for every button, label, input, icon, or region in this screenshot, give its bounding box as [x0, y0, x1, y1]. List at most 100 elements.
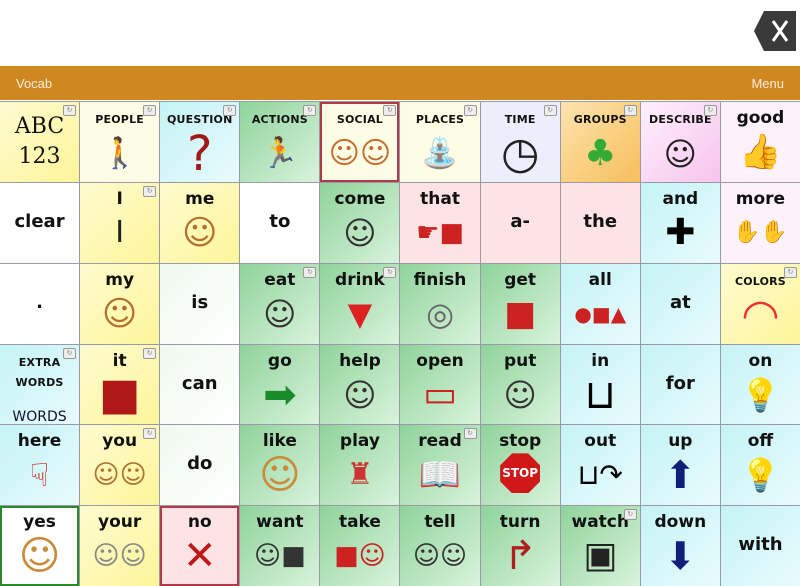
cell-get[interactable]: get ■: [480, 263, 560, 344]
cell-put[interactable]: put ☺: [480, 344, 560, 425]
cell-label: drink: [335, 269, 385, 290]
cell-up[interactable]: up ⬆: [640, 425, 720, 506]
rainbow-icon: ◠: [741, 289, 780, 341]
cell-actions[interactable]: ACTIONS 🏃 ↻: [240, 102, 320, 182]
cell-for[interactable]: for: [640, 344, 720, 425]
cell-no[interactable]: no ✕: [160, 506, 240, 586]
cell-label: on: [748, 350, 773, 371]
cell-go[interactable]: go ➡: [240, 344, 320, 425]
cell-here[interactable]: here ☟: [0, 425, 80, 506]
cell-your[interactable]: your ☺☺: [80, 506, 160, 586]
cell-you[interactable]: you ☺☺ ↻: [80, 425, 160, 506]
cell-turn[interactable]: turn ↱: [480, 506, 560, 586]
cell-do[interactable]: do: [160, 425, 240, 506]
cell-time[interactable]: TIME ◷ ↻: [480, 102, 560, 182]
cell-on[interactable]: on 💡: [720, 344, 800, 425]
grab-box-icon: ■: [504, 293, 537, 334]
cell-social[interactable]: SOCIAL ☺☺ ↻: [320, 102, 400, 182]
point-you-icon: ☺☺: [92, 460, 147, 491]
question-mark-icon: ?: [187, 126, 213, 182]
message-bar[interactable]: [0, 0, 800, 65]
park-bench-icon: ⛲: [421, 136, 459, 171]
cell-out[interactable]: out ⊔↷: [560, 425, 640, 506]
cell-come[interactable]: come ☺: [320, 182, 400, 263]
cell-read[interactable]: read 📖 ↻: [400, 425, 480, 506]
person-put-icon: ☺: [503, 375, 537, 414]
cell-label: QUESTION: [167, 113, 233, 126]
cell-and[interactable]: and ✚: [640, 182, 720, 263]
cell-label: SOCIAL: [336, 113, 384, 126]
folder-link-icon: ↻: [143, 185, 157, 197]
cell-label: get: [504, 269, 537, 290]
folder-link-icon: ↻: [623, 509, 637, 521]
cell-abc-123[interactable]: ABC 123 ↻: [0, 102, 80, 182]
cell-take[interactable]: take ■☺: [320, 506, 400, 586]
cell-label: up: [668, 431, 693, 452]
cell-colors[interactable]: COLORS ◠ ↻: [720, 263, 800, 344]
cell-label: off: [747, 431, 774, 452]
cell-is[interactable]: is: [160, 263, 240, 344]
out-box-icon: ⊔↷: [577, 458, 623, 492]
cell-label: it: [112, 350, 127, 371]
cell-period[interactable]: .: [0, 263, 80, 344]
cell-label: ACTIONS: [251, 113, 308, 126]
cell-my[interactable]: my ☺: [80, 263, 160, 344]
cell-that[interactable]: that ☛■: [400, 182, 480, 263]
cell-help[interactable]: help ☺: [320, 344, 400, 425]
cell-want[interactable]: want ☺■: [240, 506, 320, 586]
cell-label: you: [102, 431, 138, 452]
cell-to[interactable]: to: [240, 182, 320, 263]
cell-extra-words[interactable]: EXTRA WORDS WORDS ↻: [0, 344, 80, 425]
cell-open[interactable]: open ▭: [400, 344, 480, 425]
cell-watch[interactable]: watch ▣ ↻: [560, 506, 640, 586]
cell-tell[interactable]: tell ☺☺: [400, 506, 480, 586]
cell-the[interactable]: the: [560, 182, 640, 263]
play-toys-icon: ♜: [346, 457, 374, 493]
cell-stop[interactable]: stop STOP: [480, 425, 560, 506]
cell-more[interactable]: more ✋✋: [720, 182, 800, 263]
cell-at[interactable]: at: [640, 263, 720, 344]
cell-question[interactable]: QUESTION? ↻: [160, 102, 240, 182]
folder-link-icon: ↻: [63, 347, 77, 359]
cell-in[interactable]: in ⊔: [560, 344, 640, 425]
hands-more-icon: ✋✋: [733, 219, 788, 245]
abc-123-icon: ABC 123: [14, 114, 65, 169]
cell-it[interactable]: it ■ ↻: [80, 344, 160, 425]
cell-label: down: [654, 512, 707, 533]
smiley-icon: ☺: [258, 452, 301, 499]
cell-yes[interactable]: yes ☺: [0, 506, 80, 586]
cell-label: take: [338, 512, 381, 533]
cell-eat[interactable]: eat ☺ ↻: [240, 263, 320, 344]
cell-label: no: [187, 512, 212, 533]
cell-label: GROUPS: [573, 113, 627, 126]
cell-drink[interactable]: drink ▼ ↻: [320, 263, 400, 344]
menu-button[interactable]: Menu: [751, 76, 784, 91]
backspace-x-icon[interactable]: [754, 9, 798, 53]
cell-places[interactable]: PLACES ⛲ ↻: [400, 102, 480, 182]
cell-clear[interactable]: clear: [0, 182, 80, 263]
cell-with[interactable]: with: [720, 506, 800, 586]
cell-down[interactable]: down ⬇: [640, 506, 720, 586]
cell-off[interactable]: off 💡: [720, 425, 800, 506]
cell-people[interactable]: PEOPLE 🚶 ↻: [80, 102, 160, 182]
cell-finish[interactable]: finish ◎: [400, 263, 480, 344]
cell-i[interactable]: I I ↻: [80, 182, 160, 263]
cell-like[interactable]: like ☺: [240, 425, 320, 506]
cell-label: for: [665, 372, 695, 394]
cell-good[interactable]: good 👍: [720, 102, 800, 182]
cell-me[interactable]: me ☺: [160, 182, 240, 263]
person-help-icon: ☺: [343, 375, 377, 414]
cell-label: DESCRIBE: [648, 113, 712, 126]
cell-a[interactable]: a-: [480, 182, 560, 263]
cell-play[interactable]: play ♜: [320, 425, 400, 506]
cell-label: play: [339, 431, 380, 452]
cell-can[interactable]: can: [160, 344, 240, 425]
running-person-icon: 🏃: [261, 136, 299, 171]
cell-label: me: [185, 188, 215, 209]
plus-icon: ✚: [665, 211, 696, 253]
cell-label: turn: [499, 512, 541, 533]
cell-label: do: [187, 453, 213, 475]
cell-groups[interactable]: GROUPS ♣ ↻: [560, 102, 640, 182]
cell-describe[interactable]: DESCRIBE ☺ ↻: [640, 102, 720, 182]
cell-all[interactable]: all ●■▲: [560, 263, 640, 344]
